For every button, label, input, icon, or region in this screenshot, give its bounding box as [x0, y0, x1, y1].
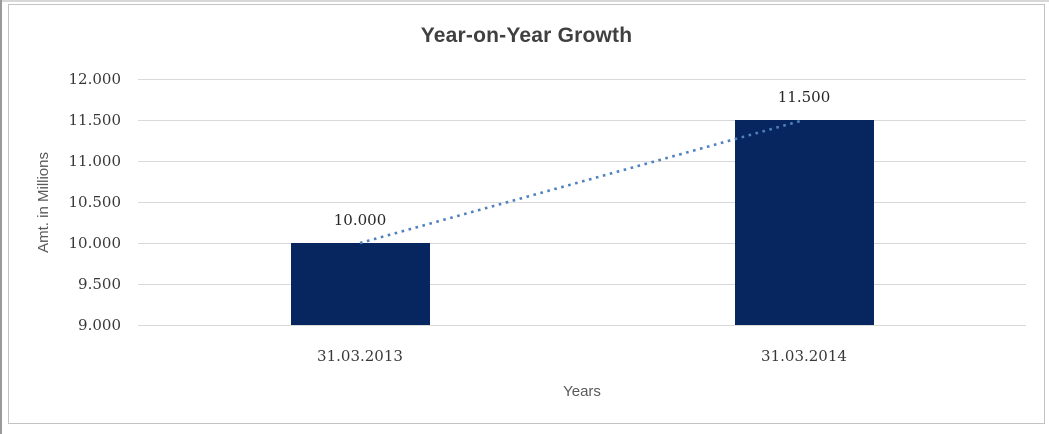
y-tick-label: 9.500 [78, 275, 121, 293]
gridline [138, 283, 1026, 285]
y-tick-label: 11.000 [68, 152, 122, 170]
y-tick-label: 10.000 [68, 234, 122, 252]
y-tick-label: 12.000 [68, 70, 122, 88]
bar-data-label: 11.500 [777, 88, 831, 106]
bar-data-label: 10.000 [333, 211, 387, 229]
gridline [138, 242, 1026, 244]
gridline [138, 160, 1026, 162]
screen-left-edge [0, 0, 2, 434]
trendline-layer [359, 118, 805, 245]
x-tick-label: 31.03.2013 [317, 347, 403, 365]
bar-31.03.2013 [290, 243, 430, 325]
y-tick-label: 9.000 [78, 316, 121, 334]
gridline [138, 78, 1026, 80]
gridline [138, 324, 1026, 326]
x-axis-title: Years [563, 383, 601, 400]
screen-top-edge [0, 0, 1049, 2]
chart-title: Year-on-Year Growth [420, 24, 633, 47]
bar-31.03.2014 [734, 120, 874, 325]
y-tick-label: 10.500 [68, 193, 122, 211]
chart-container: Year-on-Year Growth Amt. in Millions 9.0… [8, 4, 1045, 424]
gridline [138, 119, 1026, 121]
trendline [359, 118, 805, 245]
gridline [138, 201, 1026, 203]
y-tick-label: 11.500 [68, 111, 122, 129]
plot-area: 9.000 9.500 10.000 10.500 11.000 11.500 12.000… [69, 70, 1026, 365]
x-tick-label: 31.03.2014 [761, 347, 847, 365]
